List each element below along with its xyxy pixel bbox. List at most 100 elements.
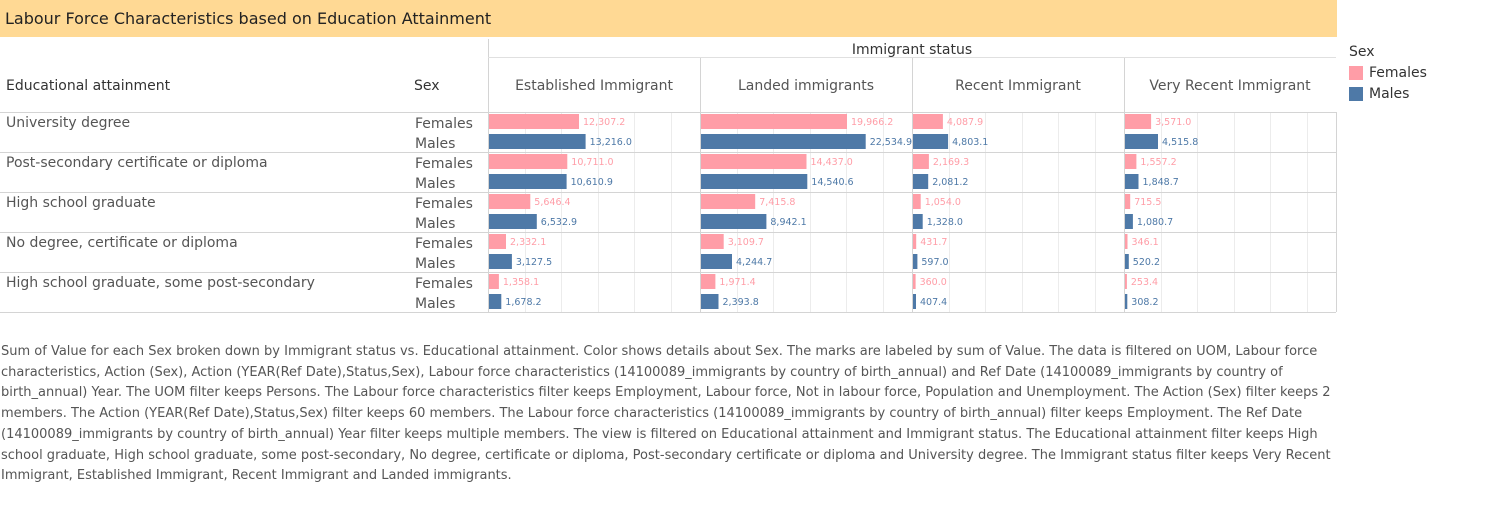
bar-high-school-graduate-recent-immigrant-males[interactable] [913, 214, 923, 229]
value-label-university-degree-landed-immigrants-males: 22,534.9 [870, 137, 912, 148]
value-label-university-degree-recent-immigrant-males: 4,803.1 [952, 137, 988, 148]
value-label-high-school-graduate-some-post-secondary-landed-immigrants-females: 1,971.4 [719, 277, 755, 288]
bar-post-secondary-certificate-or-diploma-recent-immigrant-females[interactable] [913, 154, 929, 169]
value-label-post-secondary-certificate-or-diploma-landed-immigrants-females: 14,437.0 [811, 157, 853, 168]
bar-post-secondary-certificate-or-diploma-established-immigrant-males[interactable] [489, 174, 567, 189]
value-label-post-secondary-certificate-or-diploma-recent-immigrant-females: 2,169.3 [933, 157, 969, 168]
value-label-university-degree-established-immigrant-females: 12,307.2 [583, 117, 625, 128]
row-label-no-degree-certificate-or-diploma: No degree, certificate or diploma [6, 235, 238, 251]
sex-label-females: Females [415, 156, 473, 172]
bar-university-degree-landed-immigrants-males[interactable] [701, 134, 866, 149]
value-label-university-degree-landed-immigrants-females: 19,966.2 [851, 117, 893, 128]
legend-label-females: Females [1369, 64, 1427, 81]
value-label-no-degree-certificate-or-diploma-established-immigrant-females: 2,332.1 [510, 237, 546, 248]
bar-high-school-graduate-some-post-secondary-landed-immigrants-females[interactable] [701, 274, 716, 289]
value-label-post-secondary-certificate-or-diploma-recent-immigrant-males: 2,081.2 [932, 177, 968, 188]
caption: Sum of Value for each Sex broken down by… [1, 344, 1331, 484]
value-label-high-school-graduate-established-immigrant-females: 5,646.4 [534, 197, 570, 208]
value-label-post-secondary-certificate-or-diploma-established-immigrant-males: 10,610.9 [571, 177, 613, 188]
bar-university-degree-recent-immigrant-females[interactable] [913, 114, 943, 129]
bar-no-degree-certificate-or-diploma-very-recent-immigrant-males[interactable] [1125, 254, 1129, 269]
bar-no-degree-certificate-or-diploma-recent-immigrant-males[interactable] [913, 254, 918, 269]
sex-label-females: Females [415, 116, 473, 132]
value-label-high-school-graduate-recent-immigrant-males: 1,328.0 [927, 217, 963, 228]
legend-swatch-females [1349, 65, 1363, 80]
bar-high-school-graduate-some-post-secondary-established-immigrant-females[interactable] [489, 274, 499, 289]
bar-university-degree-very-recent-immigrant-females[interactable] [1125, 114, 1152, 129]
value-label-university-degree-very-recent-immigrant-males: 4,515.8 [1162, 137, 1198, 148]
bar-no-degree-certificate-or-diploma-established-immigrant-males[interactable] [489, 254, 512, 269]
value-label-post-secondary-certificate-or-diploma-very-recent-immigrant-males: 1,848.7 [1143, 177, 1179, 188]
bar-post-secondary-certificate-or-diploma-very-recent-immigrant-females[interactable] [1125, 154, 1137, 169]
bar-high-school-graduate-some-post-secondary-recent-immigrant-females[interactable] [913, 274, 916, 289]
value-label-high-school-graduate-very-recent-immigrant-males: 1,080.7 [1137, 217, 1173, 228]
legend: Sex Females Males [1349, 44, 1427, 104]
bar-university-degree-established-immigrant-females[interactable] [489, 114, 579, 129]
value-label-high-school-graduate-some-post-secondary-very-recent-immigrant-females: 253.4 [1131, 277, 1158, 288]
sex-label-females: Females [415, 236, 473, 252]
value-label-high-school-graduate-some-post-secondary-established-immigrant-males: 1,678.2 [505, 297, 541, 308]
value-label-university-degree-established-immigrant-males: 13,216.0 [590, 137, 632, 148]
sex-label-males: Males [415, 136, 455, 152]
legend-item-females[interactable]: Females [1349, 62, 1427, 83]
bar-high-school-graduate-recent-immigrant-females[interactable] [913, 194, 921, 209]
bar-post-secondary-certificate-or-diploma-established-immigrant-females[interactable] [489, 154, 568, 169]
bar-post-secondary-certificate-or-diploma-landed-immigrants-females[interactable] [701, 154, 807, 169]
bar-high-school-graduate-very-recent-immigrant-females[interactable] [1125, 194, 1131, 209]
bar-no-degree-certificate-or-diploma-landed-immigrants-males[interactable] [701, 254, 732, 269]
value-label-university-degree-recent-immigrant-females: 4,087.9 [947, 117, 983, 128]
value-label-post-secondary-certificate-or-diploma-established-immigrant-females: 10,711.0 [571, 157, 613, 168]
bar-post-secondary-certificate-or-diploma-landed-immigrants-males[interactable] [701, 174, 808, 189]
bar-high-school-graduate-some-post-secondary-very-recent-immigrant-males[interactable] [1125, 294, 1128, 309]
row-label-university-degree: University degree [6, 115, 130, 131]
legend-title: Sex [1349, 44, 1375, 60]
bar-university-degree-recent-immigrant-males[interactable] [913, 134, 949, 149]
sex-label-males: Males [415, 256, 455, 272]
bar-university-degree-landed-immigrants-females[interactable] [701, 114, 847, 129]
bar-high-school-graduate-established-immigrant-males[interactable] [489, 214, 537, 229]
value-label-high-school-graduate-some-post-secondary-recent-immigrant-females: 360.0 [920, 277, 947, 288]
immigrant-status-header: Immigrant status [852, 42, 972, 58]
value-label-no-degree-certificate-or-diploma-recent-immigrant-females: 431.7 [920, 237, 947, 248]
sex-label-males: Males [415, 216, 455, 232]
bar-no-degree-certificate-or-diploma-recent-immigrant-females[interactable] [913, 234, 917, 249]
sex-label-males: Males [415, 296, 455, 312]
row-label-high-school-graduate: High school graduate [6, 195, 156, 211]
value-label-post-secondary-certificate-or-diploma-landed-immigrants-males: 14,540.6 [811, 177, 853, 188]
chart-area: Immigrant status Educational attainment … [0, 39, 1337, 313]
legend-swatch-males [1349, 86, 1363, 101]
bar-no-degree-certificate-or-diploma-very-recent-immigrant-females[interactable] [1125, 234, 1128, 249]
bar-post-secondary-certificate-or-diploma-very-recent-immigrant-males[interactable] [1125, 174, 1139, 189]
chart-title: Labour Force Characteristics based on Ed… [0, 0, 1337, 37]
bar-high-school-graduate-landed-immigrants-females[interactable] [701, 194, 756, 209]
bar-high-school-graduate-some-post-secondary-recent-immigrant-males[interactable] [913, 294, 916, 309]
row-label-high-school-graduate-some-post-secondary: High school graduate, some post-secondar… [6, 275, 315, 291]
value-label-no-degree-certificate-or-diploma-established-immigrant-males: 3,127.5 [516, 257, 552, 268]
value-label-high-school-graduate-landed-immigrants-females: 7,415.8 [759, 197, 795, 208]
sex-label-females: Females [415, 276, 473, 292]
bar-high-school-graduate-landed-immigrants-males[interactable] [701, 214, 767, 229]
value-label-no-degree-certificate-or-diploma-recent-immigrant-males: 597.0 [921, 257, 948, 268]
value-label-high-school-graduate-landed-immigrants-males: 8,942.1 [770, 217, 806, 228]
value-label-high-school-graduate-some-post-secondary-established-immigrant-females: 1,358.1 [503, 277, 539, 288]
bar-high-school-graduate-established-immigrant-females[interactable] [489, 194, 531, 209]
value-label-no-degree-certificate-or-diploma-landed-immigrants-males: 4,244.7 [736, 257, 772, 268]
bar-no-degree-certificate-or-diploma-established-immigrant-females[interactable] [489, 234, 506, 249]
column-header-landed-immigrants: Landed immigrants [738, 78, 874, 94]
bar-university-degree-very-recent-immigrant-males[interactable] [1125, 134, 1158, 149]
value-label-high-school-graduate-some-post-secondary-landed-immigrants-males: 2,393.8 [723, 297, 759, 308]
bar-high-school-graduate-some-post-secondary-very-recent-immigrant-females[interactable] [1125, 274, 1127, 289]
bar-high-school-graduate-some-post-secondary-landed-immigrants-males[interactable] [701, 294, 719, 309]
bar-high-school-graduate-very-recent-immigrant-males[interactable] [1125, 214, 1133, 229]
bar-no-degree-certificate-or-diploma-landed-immigrants-females[interactable] [701, 234, 724, 249]
column-header-very-recent-immigrant: Very Recent Immigrant [1149, 78, 1311, 94]
value-label-no-degree-certificate-or-diploma-very-recent-immigrant-females: 346.1 [1132, 237, 1159, 248]
value-label-no-degree-certificate-or-diploma-very-recent-immigrant-males: 520.2 [1133, 257, 1160, 268]
sex-label-females: Females [415, 196, 473, 212]
legend-item-males[interactable]: Males [1349, 83, 1427, 104]
bar-university-degree-established-immigrant-males[interactable] [489, 134, 586, 149]
bar-high-school-graduate-some-post-secondary-established-immigrant-males[interactable] [489, 294, 502, 309]
value-label-post-secondary-certificate-or-diploma-very-recent-immigrant-females: 1,557.2 [1140, 157, 1176, 168]
bar-post-secondary-certificate-or-diploma-recent-immigrant-males[interactable] [913, 174, 929, 189]
value-label-high-school-graduate-established-immigrant-males: 6,532.9 [541, 217, 577, 228]
